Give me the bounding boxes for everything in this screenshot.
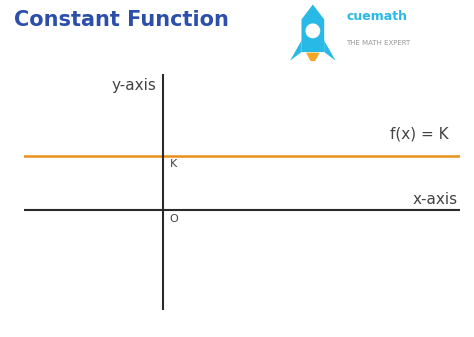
Polygon shape [324,41,336,61]
Polygon shape [306,53,319,65]
Polygon shape [290,41,301,61]
Circle shape [305,24,320,38]
Text: Constant Function: Constant Function [14,10,229,30]
Text: O: O [170,214,179,224]
Polygon shape [301,4,324,52]
Text: K: K [170,159,177,170]
Text: y-axis: y-axis [112,78,157,93]
Text: f(x) = K: f(x) = K [390,126,449,141]
Text: THE MATH EXPERT: THE MATH EXPERT [346,40,410,47]
Text: cuemath: cuemath [346,10,407,23]
Text: x-axis: x-axis [412,192,457,207]
